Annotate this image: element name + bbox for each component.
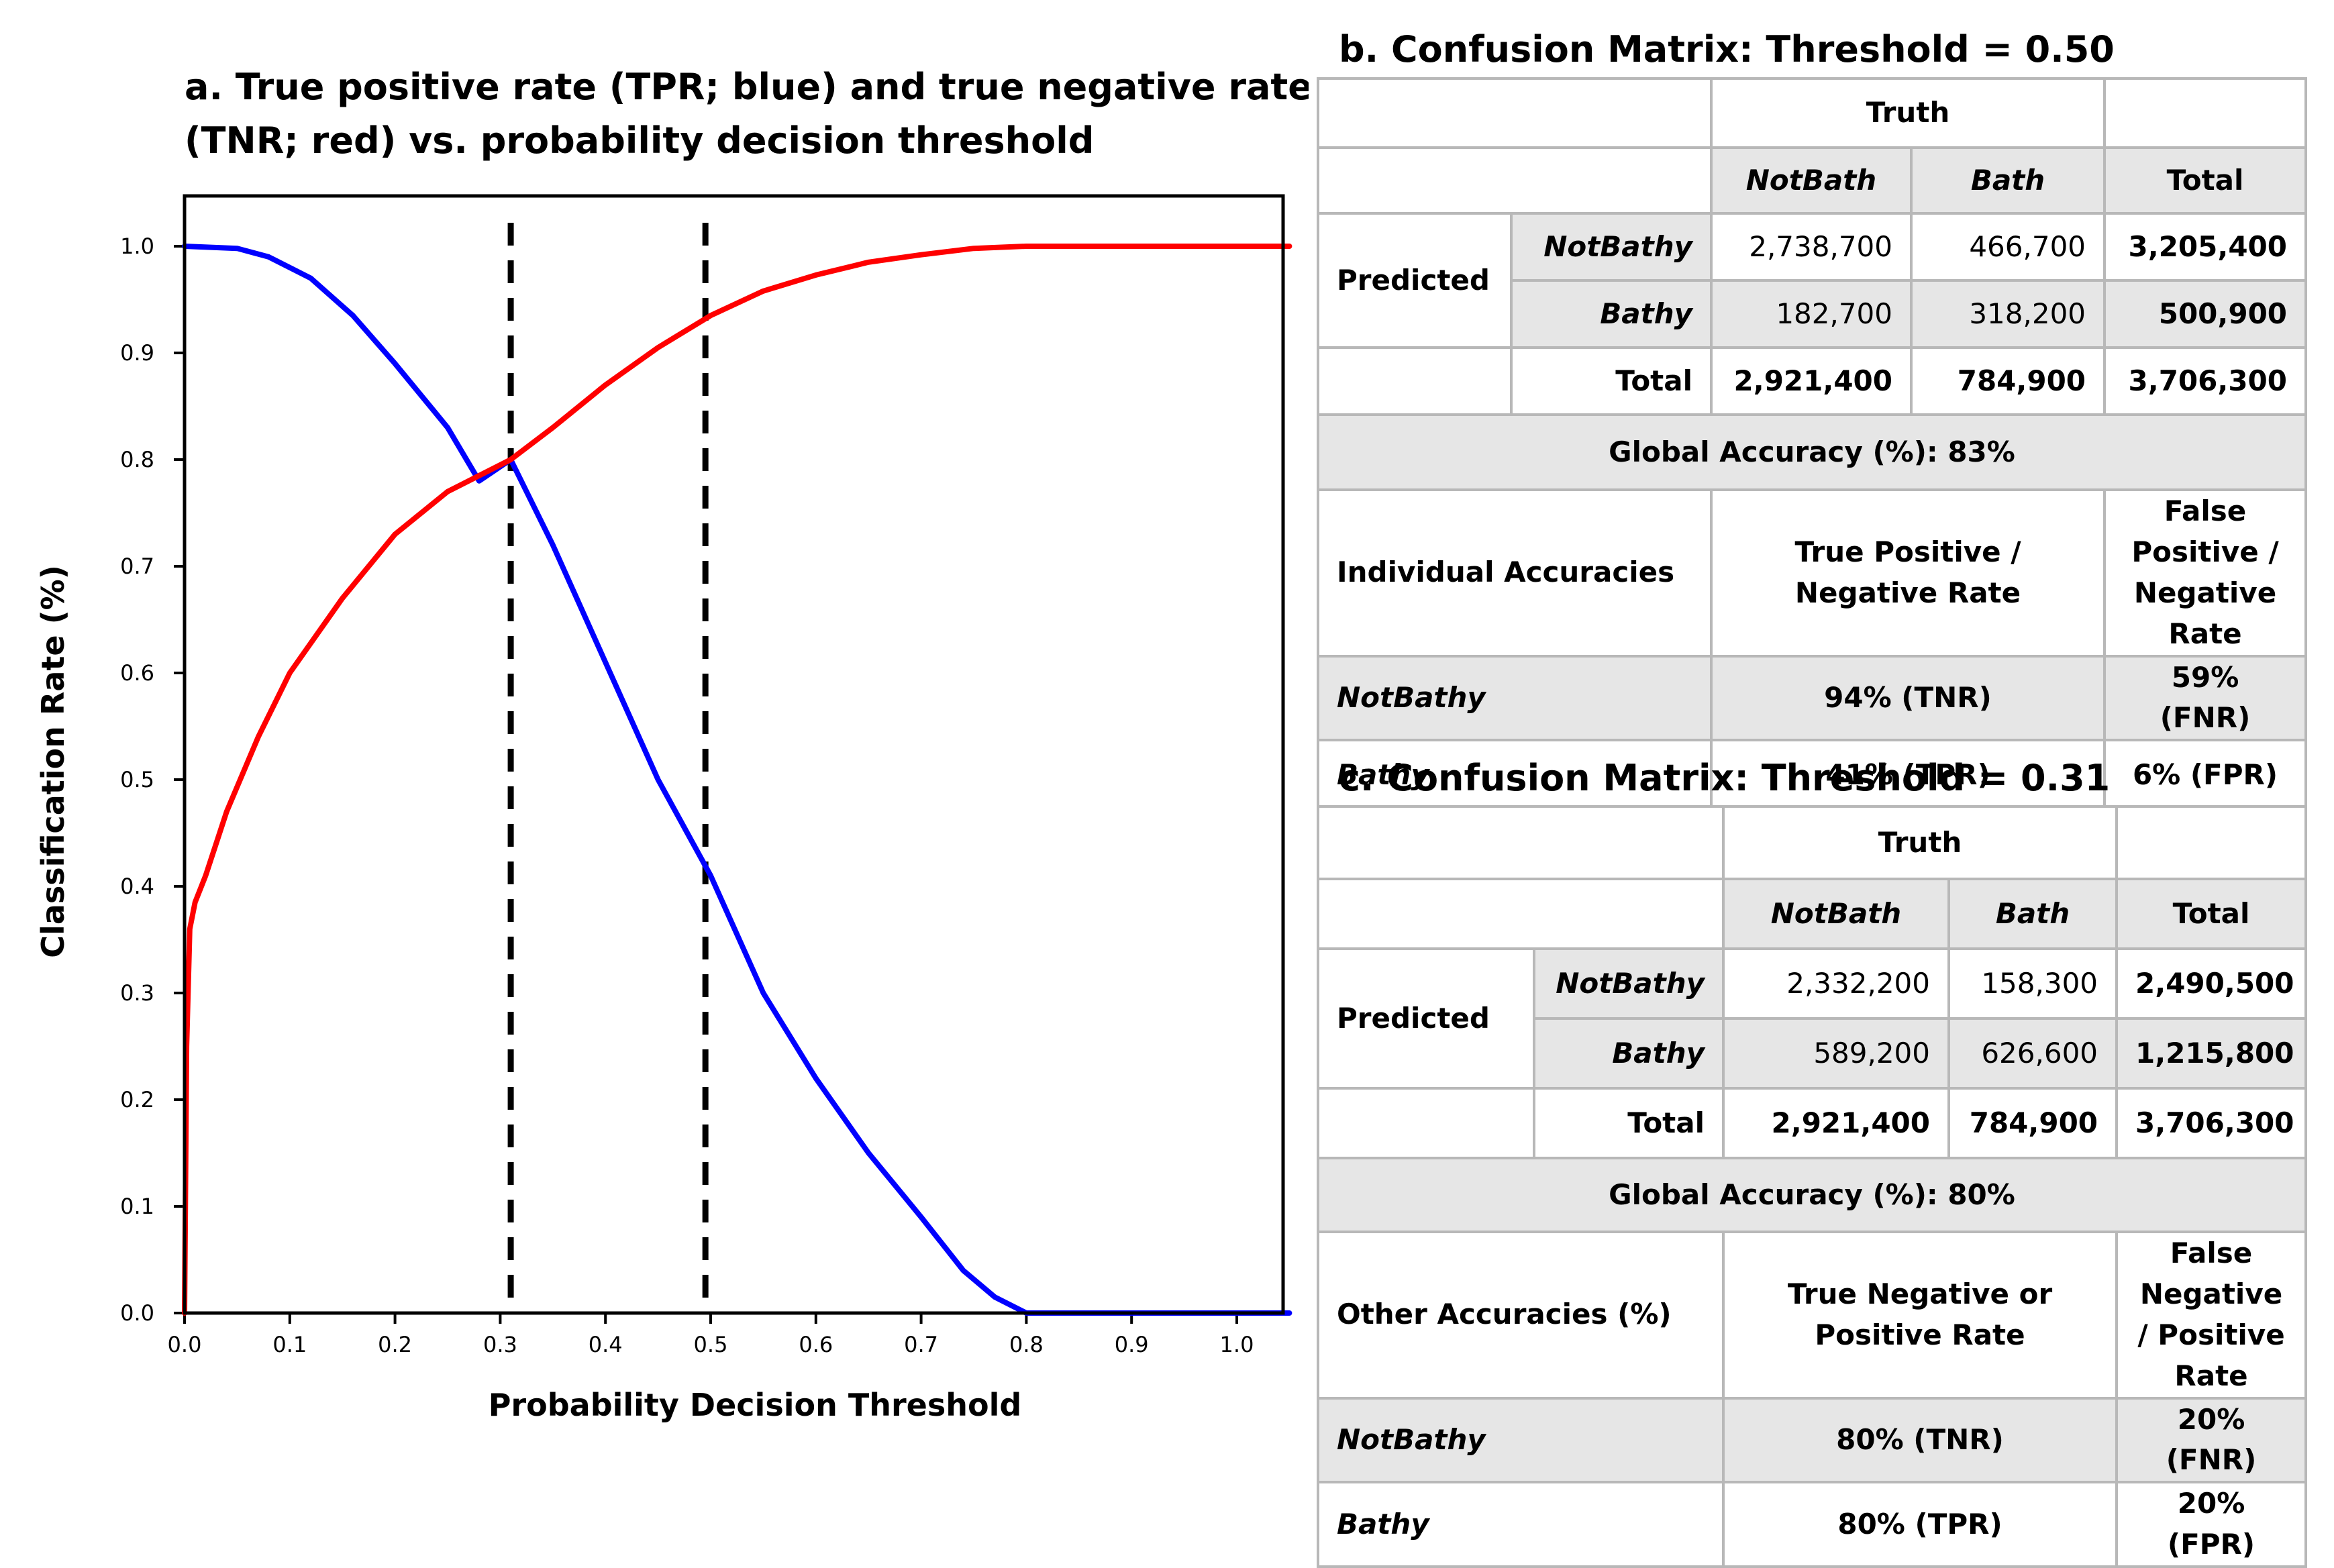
row-label-bathy: Bathy xyxy=(1510,279,1713,349)
accuracy-notbathy-false: 20% (FNR) xyxy=(2115,1396,2308,1484)
row-label-notbathy: NotBathy xyxy=(1533,947,1725,1020)
y-tick-label: 0.6 xyxy=(120,660,154,686)
cell-bathy-notbath: 182,700 xyxy=(1710,279,1913,349)
accuracy-col-true-rate: True Negative or Positive Rate xyxy=(1721,1231,2119,1400)
cell-notbathy-total: 3,205,400 xyxy=(2103,212,2308,282)
x-tick-label: 0.1 xyxy=(272,1332,307,1357)
cell-notbathy-notbath: 2,738,700 xyxy=(1710,212,1913,282)
global-accuracy: Global Accuracy (%): 80% xyxy=(1316,1157,2308,1233)
x-tick-label: 0.4 xyxy=(589,1332,623,1357)
x-tick-label: 0.8 xyxy=(1009,1332,1044,1357)
cell-notbathy-total: 2,490,500 xyxy=(2115,947,2308,1020)
y-tick-label: 0.2 xyxy=(120,1087,154,1112)
x-tick-label: 0.0 xyxy=(168,1332,202,1357)
accuracy-col-false-rate: False Positive / Negative Rate xyxy=(2103,488,2308,658)
accuracy-notbathy-false: 59% (FNR) xyxy=(2103,654,2308,742)
cell-bathy-bath: 318,200 xyxy=(1909,279,2107,349)
col-header-notbath: NotBath xyxy=(1722,878,1950,950)
cell-total-bath: 784,900 xyxy=(1947,1087,2119,1159)
cell-bathy-total: 1,215,800 xyxy=(2115,1017,2308,1090)
rate-vs-threshold-chart: a. True positive rate (TPR; blue) and tr… xyxy=(35,66,1309,1423)
chart-title-line-1: a. True positive rate (TPR; blue) and tr… xyxy=(185,66,1309,108)
accuracy-section-header: Individual Accuracies xyxy=(1317,488,1713,658)
empty-cell xyxy=(1317,1087,1535,1159)
x-tick-label: 0.5 xyxy=(694,1332,728,1357)
accuracy-bathy-true: 80% (TPR) xyxy=(1721,1481,2119,1568)
truth-header: Truth xyxy=(1709,77,2107,149)
accuracy-notbathy-true: 94% (TNR) xyxy=(1709,654,2107,742)
table-b-title: b. Confusion Matrix: Threshold = 0.50 xyxy=(1339,28,2115,70)
accuracy-bathy-false: 6% (FPR) xyxy=(2103,739,2308,812)
accuracy-row-bathy: Bathy xyxy=(1317,1481,1725,1568)
y-tick-label: 0.9 xyxy=(120,340,154,366)
y-tick-label: 0.4 xyxy=(120,874,154,899)
accuracy-bathy-false: 20% (FPR) xyxy=(2115,1481,2308,1568)
accuracy-section-header: Other Accuracies (%) xyxy=(1317,1231,1725,1400)
accuracy-col-false-rate: False Negative / Positive Rate xyxy=(2115,1231,2308,1400)
empty-cell xyxy=(1317,146,1713,215)
cell-notbathy-bath: 466,700 xyxy=(1909,212,2107,282)
cell-notbathy-notbath: 2,332,200 xyxy=(1722,947,1950,1020)
empty-cell xyxy=(2115,805,2308,880)
row-label-notbathy: NotBathy xyxy=(1510,212,1713,282)
cell-total-notbath: 2,921,400 xyxy=(1710,346,1913,416)
accuracy-bathy-true: 41% (TPR) xyxy=(1709,739,2107,812)
y-tick-label: 0.8 xyxy=(120,447,154,472)
corner-cell xyxy=(1317,77,1713,149)
x-tick-label: 0.3 xyxy=(483,1332,517,1357)
plot-lines xyxy=(182,223,1292,1316)
col-header-bath: Bath xyxy=(1909,146,2107,215)
accuracy-row-notbathy: NotBathy xyxy=(1317,654,1713,742)
x-axis-label: Probability Decision Threshold xyxy=(489,1387,1022,1423)
x-axis-ticks: 0.0 0.1 0.2 0.3 0.4 0.5 0.6 0.7 0.8 0.9 1.0 xyxy=(168,1313,1254,1357)
predicted-label: Predicted xyxy=(1317,947,1535,1090)
accuracy-row-notbathy: NotBathy xyxy=(1317,1396,1725,1484)
predicted-label: Predicted xyxy=(1317,212,1513,349)
x-tick-label: 0.7 xyxy=(904,1332,938,1357)
accuracy-col-true-rate: True Positive / Negative Rate xyxy=(1709,488,2107,658)
row-label-total: Total xyxy=(1533,1087,1725,1159)
cell-bathy-bath: 626,600 xyxy=(1947,1017,2119,1090)
accuracy-notbathy-true: 80% (TNR) xyxy=(1721,1396,2119,1484)
col-header-total: Total xyxy=(2103,146,2308,215)
tpr-line xyxy=(182,244,1292,1316)
y-tick-label: 0.0 xyxy=(120,1300,154,1326)
x-tick-label: 0.2 xyxy=(378,1332,412,1357)
cell-total-total: 3,706,300 xyxy=(2103,346,2308,416)
truth-header: Truth xyxy=(1721,805,2119,880)
empty-cell xyxy=(2103,77,2308,149)
y-tick-label: 0.5 xyxy=(120,767,154,792)
cell-notbathy-bath: 158,300 xyxy=(1947,947,2119,1020)
y-axis-label: Classification Rate (%) xyxy=(35,565,71,957)
col-header-total: Total xyxy=(2115,878,2308,950)
y-tick-label: 0.1 xyxy=(120,1194,154,1219)
x-tick-label: 0.9 xyxy=(1115,1332,1149,1357)
y-tick-label: 0.3 xyxy=(120,980,154,1006)
confusion-matrix-c: Truth NotBath Bath Total Predicted NotBa… xyxy=(1316,805,2308,1568)
table-c-title: c. Confusion Matrix: Threshold = 0.31 xyxy=(1339,757,2111,799)
cell-total-total: 3,706,300 xyxy=(2115,1087,2308,1159)
empty-cell xyxy=(1317,346,1513,416)
tnr-line xyxy=(182,244,1292,1316)
row-label-total: Total xyxy=(1510,346,1713,416)
y-tick-label: 1.0 xyxy=(120,233,154,259)
x-tick-label: 1.0 xyxy=(1220,1332,1254,1357)
global-accuracy: Global Accuracy (%): 83% xyxy=(1316,413,2308,491)
corner-cell xyxy=(1317,805,1725,880)
cell-total-notbath: 2,921,400 xyxy=(1722,1087,1950,1159)
confusion-matrix-b: Truth NotBath Bath Total Predicted NotBa… xyxy=(1316,77,2308,812)
y-tick-label: 0.7 xyxy=(120,554,154,579)
y-axis-ticks: 0.0 0.1 0.2 0.3 0.4 0.5 0.6 0.7 0.8 0.9 1.0 xyxy=(120,233,185,1326)
row-label-bathy: Bathy xyxy=(1533,1017,1725,1090)
empty-cell xyxy=(1317,878,1725,950)
accuracy-row-bathy: Bathy xyxy=(1317,739,1713,812)
col-header-bath: Bath xyxy=(1947,878,2119,950)
plot-frame xyxy=(183,194,1285,1315)
x-tick-label: 0.6 xyxy=(799,1332,833,1357)
cell-bathy-notbath: 589,200 xyxy=(1722,1017,1950,1090)
cell-bathy-total: 500,900 xyxy=(2103,279,2308,349)
col-header-notbath: NotBath xyxy=(1710,146,1913,215)
cell-total-bath: 784,900 xyxy=(1909,346,2107,416)
chart-title-line-2: (TNR; red) vs. probability decision thre… xyxy=(185,119,1094,162)
